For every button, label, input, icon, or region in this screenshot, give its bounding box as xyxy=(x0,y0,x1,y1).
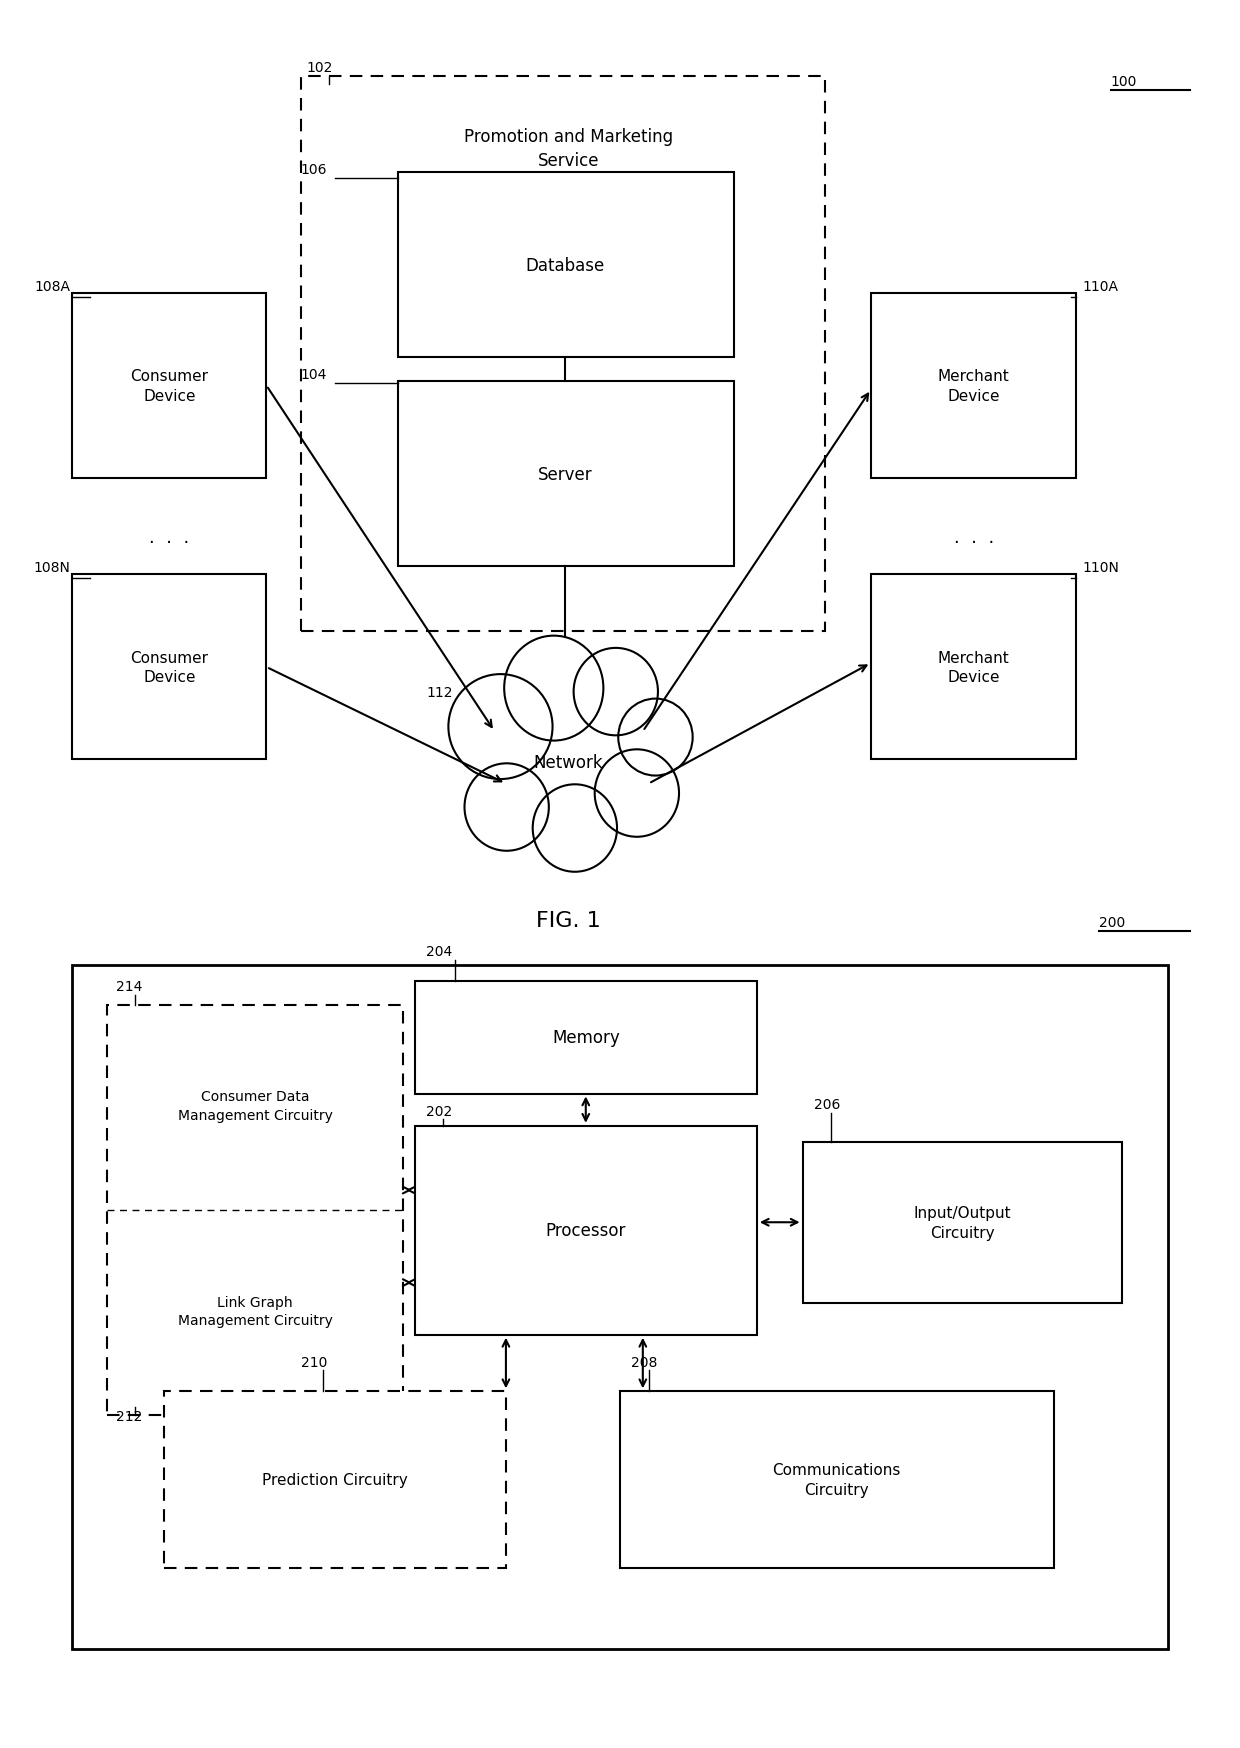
Text: Communications
Circuitry: Communications Circuitry xyxy=(773,1463,901,1498)
Ellipse shape xyxy=(619,699,693,776)
Text: Prediction Circuitry: Prediction Circuitry xyxy=(262,1472,408,1488)
Text: Consumer Data
Management Circuitry: Consumer Data Management Circuitry xyxy=(177,1089,332,1122)
Text: Consumer
Device: Consumer Device xyxy=(130,369,208,404)
FancyBboxPatch shape xyxy=(398,173,734,358)
Text: Merchant
Device: Merchant Device xyxy=(937,650,1009,685)
FancyBboxPatch shape xyxy=(620,1391,1054,1568)
Text: ·  ·  ·: · · · xyxy=(954,533,993,552)
Text: Database: Database xyxy=(526,257,605,274)
Text: 100: 100 xyxy=(1111,75,1137,89)
Ellipse shape xyxy=(533,785,618,872)
FancyBboxPatch shape xyxy=(802,1141,1122,1302)
Ellipse shape xyxy=(574,649,658,736)
Text: Processor: Processor xyxy=(546,1222,626,1239)
Ellipse shape xyxy=(465,764,549,851)
Ellipse shape xyxy=(449,675,553,780)
Text: Input/Output
Circuitry: Input/Output Circuitry xyxy=(914,1204,1011,1239)
Text: 110A: 110A xyxy=(1083,280,1118,294)
Text: 214: 214 xyxy=(115,979,143,993)
FancyBboxPatch shape xyxy=(300,77,826,631)
Text: 200: 200 xyxy=(1099,914,1126,930)
Text: 202: 202 xyxy=(427,1105,453,1119)
Text: 108N: 108N xyxy=(33,561,71,575)
Text: 208: 208 xyxy=(631,1355,657,1369)
Text: 212: 212 xyxy=(115,1409,143,1423)
Text: 204: 204 xyxy=(427,946,453,960)
Text: Network: Network xyxy=(534,753,604,771)
FancyBboxPatch shape xyxy=(870,575,1076,760)
FancyBboxPatch shape xyxy=(398,383,734,566)
Text: 102: 102 xyxy=(306,61,332,75)
FancyBboxPatch shape xyxy=(870,294,1076,479)
Text: 110N: 110N xyxy=(1083,561,1118,575)
FancyBboxPatch shape xyxy=(72,575,267,760)
Text: 112: 112 xyxy=(427,685,453,699)
Text: 108A: 108A xyxy=(35,280,71,294)
Text: 206: 206 xyxy=(813,1098,841,1112)
Text: Promotion and Marketing
Service: Promotion and Marketing Service xyxy=(464,128,673,170)
Text: Memory: Memory xyxy=(552,1028,620,1047)
FancyBboxPatch shape xyxy=(164,1391,506,1568)
FancyBboxPatch shape xyxy=(72,294,267,479)
Text: ·  ·  ·: · · · xyxy=(149,533,190,552)
Text: Link Graph
Management Circuitry: Link Graph Management Circuitry xyxy=(177,1295,332,1327)
Text: 104: 104 xyxy=(300,369,327,383)
Text: Server: Server xyxy=(538,465,593,484)
Text: 106: 106 xyxy=(300,163,327,177)
FancyBboxPatch shape xyxy=(414,981,756,1094)
Ellipse shape xyxy=(595,750,680,837)
FancyBboxPatch shape xyxy=(107,1005,403,1416)
Text: Consumer
Device: Consumer Device xyxy=(130,650,208,685)
Text: 210: 210 xyxy=(300,1355,327,1369)
Text: FIG. 1: FIG. 1 xyxy=(536,911,601,932)
Text: Merchant
Device: Merchant Device xyxy=(937,369,1009,404)
Ellipse shape xyxy=(505,636,604,741)
FancyBboxPatch shape xyxy=(414,1126,756,1335)
FancyBboxPatch shape xyxy=(72,965,1168,1648)
